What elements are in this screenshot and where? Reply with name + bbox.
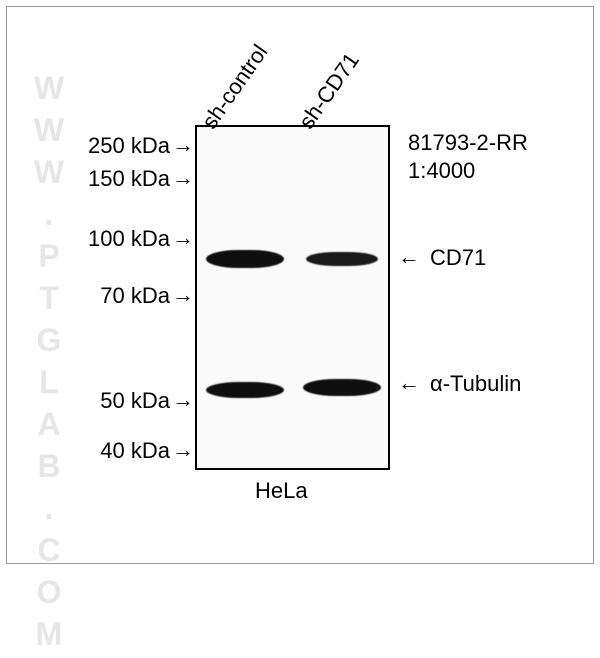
mw-label-1: 150 kDa xyxy=(88,166,170,192)
cell-line-label: HeLa xyxy=(255,478,308,504)
antibody-catalog: 81793-2-RR xyxy=(408,130,528,156)
band-arrow-1: ← xyxy=(398,370,420,396)
mw-label-5: 40 kDa xyxy=(100,438,170,464)
band-arrow-0: ← xyxy=(398,244,420,270)
band-2 xyxy=(206,382,284,398)
mw-label-0: 250 kDa xyxy=(88,133,170,159)
band-label-1: α-Tubulin xyxy=(430,371,521,397)
western-blot-figure: WWW.PTGLAB.COM sh-controlsh-CD71250 kDa→… xyxy=(0,0,600,570)
mw-arrow-1: → xyxy=(172,165,194,191)
mw-arrow-0: → xyxy=(172,132,194,158)
band-label-0: CD71 xyxy=(430,245,486,271)
band-3 xyxy=(303,379,381,396)
mw-arrow-2: → xyxy=(172,225,194,251)
mw-arrow-5: → xyxy=(172,437,194,463)
mw-arrow-3: → xyxy=(172,282,194,308)
band-1 xyxy=(306,252,378,266)
blot-membrane xyxy=(195,125,390,470)
mw-label-3: 70 kDa xyxy=(100,283,170,309)
band-0 xyxy=(206,250,284,268)
mw-label-2: 100 kDa xyxy=(88,226,170,252)
mw-arrow-4: → xyxy=(172,387,194,413)
mw-label-4: 50 kDa xyxy=(100,388,170,414)
antibody-dilution: 1:4000 xyxy=(408,158,475,184)
